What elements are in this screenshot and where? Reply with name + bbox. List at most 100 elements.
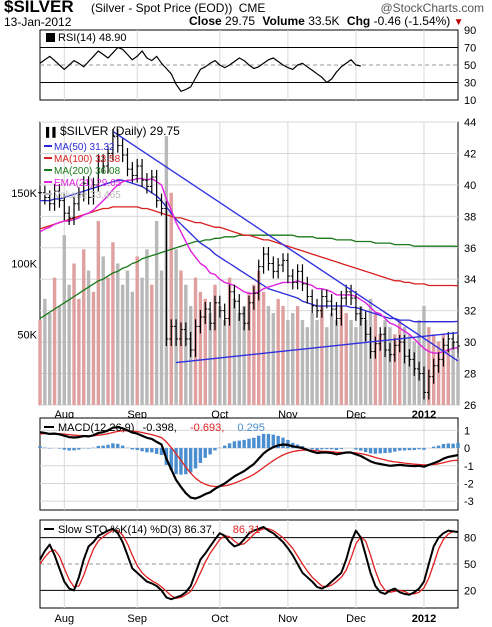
price-tick-label: 26 bbox=[464, 400, 476, 412]
macd-histogram-bar bbox=[213, 448, 217, 451]
sto-x-tick-label: Aug bbox=[55, 613, 75, 625]
macd-histogram-bar bbox=[257, 435, 261, 449]
ma100-line bbox=[39, 206, 459, 287]
macd-histogram-bar bbox=[417, 448, 421, 450]
price-legend-title: $SILVER (Daily) 29.75 bbox=[60, 124, 180, 138]
volume-bar bbox=[72, 263, 76, 405]
watermark: @StockCharts.com bbox=[380, 1, 484, 15]
macd-histogram-bar bbox=[203, 448, 207, 458]
volume-bar bbox=[213, 284, 217, 405]
volume-tick-label: 50K bbox=[17, 329, 37, 341]
price-legend-label: MA(200) 36.08 bbox=[54, 166, 121, 177]
ma50-line bbox=[40, 179, 459, 323]
macd-histogram-bar bbox=[441, 444, 446, 449]
sto-x-tick-label: 2012 bbox=[412, 613, 436, 625]
macd-histogram-bar bbox=[383, 448, 387, 454]
price-tick-label: 44 bbox=[464, 117, 476, 129]
volume-bar bbox=[62, 235, 67, 405]
macd-signal-line bbox=[39, 430, 459, 488]
sto-legend-label: 86.31 bbox=[233, 524, 261, 536]
macd-histogram-bar bbox=[329, 448, 334, 450]
volume-bar bbox=[363, 320, 368, 405]
sto-x-tick-label: Oct bbox=[211, 613, 228, 625]
volume-bar bbox=[82, 249, 86, 405]
macd-histogram-bar bbox=[140, 448, 144, 452]
volume-bar bbox=[295, 305, 300, 405]
volume-bar bbox=[320, 305, 324, 405]
volume-bar bbox=[397, 320, 402, 405]
volume-bar bbox=[456, 357, 460, 405]
macd-histogram-bar bbox=[378, 448, 382, 454]
macd-histogram-bar bbox=[38, 446, 42, 449]
macd-histogram-bar bbox=[101, 445, 105, 449]
volume-bar bbox=[402, 327, 407, 405]
exchange-text: CME bbox=[238, 1, 266, 15]
macd-tick-label: -3 bbox=[464, 496, 474, 508]
volume-bar bbox=[261, 291, 266, 405]
symbol-title: $SILVER bbox=[4, 0, 74, 17]
macd-legend-label: MACD(12,26,9) bbox=[58, 422, 134, 434]
volume-bar bbox=[159, 270, 164, 405]
date-label: 13-Jan-2012 bbox=[4, 15, 71, 29]
macd-histogram-bar bbox=[388, 448, 392, 453]
volume-bar bbox=[436, 341, 441, 405]
macd-histogram-bar bbox=[363, 448, 368, 453]
volume-bar bbox=[451, 341, 455, 405]
volume-bar bbox=[227, 277, 232, 405]
macd-histogram-bar bbox=[373, 448, 378, 454]
macd-histogram-bar bbox=[188, 448, 193, 473]
macd-histogram-bar bbox=[106, 444, 110, 449]
volume-bar bbox=[218, 305, 222, 405]
macd-histogram-bar bbox=[266, 433, 271, 449]
macd-histogram-bar bbox=[174, 448, 178, 475]
volume-bar bbox=[116, 263, 120, 405]
macd-histogram-bar bbox=[222, 445, 227, 449]
volume-bar bbox=[446, 348, 450, 405]
macd-histogram-bar bbox=[368, 448, 373, 454]
rsi-legend-swatch bbox=[46, 33, 55, 42]
symbol: $SILVER bbox=[4, 0, 74, 16]
macd-histogram-bar bbox=[446, 443, 450, 449]
macd-histogram-bar bbox=[237, 440, 241, 449]
macd-histogram-bar bbox=[412, 448, 416, 451]
macd-histogram-bar bbox=[334, 448, 339, 451]
price-legend-label: MA(100) 33.58 bbox=[54, 154, 121, 165]
volume-bar bbox=[441, 334, 446, 405]
macd-histogram-bar bbox=[252, 437, 256, 449]
volume-bar bbox=[203, 298, 207, 405]
volume-bar bbox=[154, 221, 159, 405]
volume-bar bbox=[393, 334, 397, 405]
volume-bar bbox=[222, 320, 227, 405]
sto-legend-label: Slow STO %K(14) %D(3) 86.37, bbox=[58, 524, 215, 536]
volume-bar bbox=[67, 284, 71, 405]
volume-bar bbox=[247, 291, 251, 405]
volume-bar bbox=[427, 327, 431, 405]
volume-bar bbox=[349, 320, 353, 405]
volume-bar bbox=[325, 327, 329, 405]
macd-histogram-bar bbox=[397, 448, 402, 451]
rsi-tick-label: 30 bbox=[464, 78, 476, 90]
volume-bar bbox=[315, 320, 319, 405]
volume-bar bbox=[334, 320, 339, 405]
date-text: 13-Jan-2012 bbox=[4, 15, 72, 29]
volume-bar bbox=[232, 298, 237, 405]
sto-tick-label: 80 bbox=[464, 533, 476, 545]
trendline-0 bbox=[112, 130, 459, 362]
macd-histogram-bar bbox=[120, 445, 125, 449]
macd-histogram-bar bbox=[359, 448, 363, 451]
instrument-name: (Silver - Spot Price (EOD)) CME bbox=[91, 1, 265, 15]
volume-bar bbox=[378, 334, 382, 405]
macd-histogram-bar bbox=[193, 448, 198, 469]
macd-histogram-bar bbox=[393, 448, 397, 452]
volume-bar bbox=[145, 249, 149, 405]
volume-bar bbox=[310, 313, 314, 405]
volume-bar bbox=[291, 313, 295, 405]
macd-histogram-bar bbox=[159, 448, 164, 455]
macd-histogram-bar bbox=[232, 441, 237, 449]
volume-bar bbox=[48, 313, 52, 405]
macd-histogram-bar bbox=[325, 448, 329, 450]
volume-bar bbox=[57, 305, 62, 405]
macd-histogram-bar bbox=[422, 448, 426, 450]
volume-bar bbox=[198, 291, 203, 405]
macd-histogram-bar bbox=[271, 434, 276, 449]
